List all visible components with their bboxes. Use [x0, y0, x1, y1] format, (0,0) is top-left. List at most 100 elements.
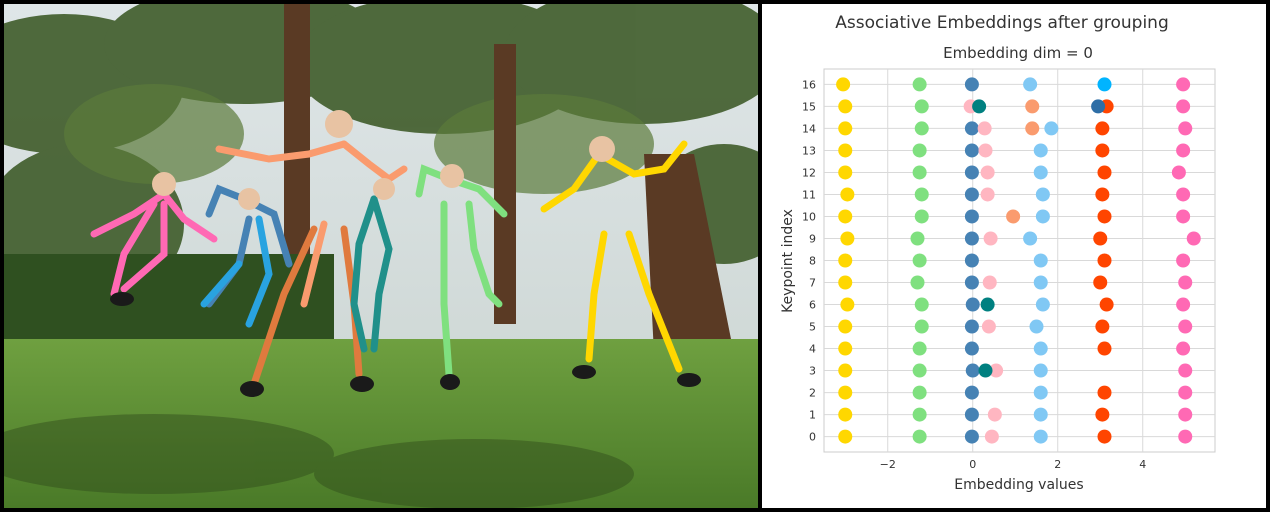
data-point — [964, 231, 979, 246]
data-point — [912, 143, 927, 158]
y-tick-label: 5 — [809, 321, 816, 334]
data-point — [1033, 165, 1048, 180]
data-point — [1093, 275, 1108, 290]
y-tick-label: 15 — [802, 100, 816, 113]
data-point — [1178, 275, 1193, 290]
x-tick-label: 4 — [1139, 458, 1146, 471]
x-axis-label: Embedding values — [954, 477, 1083, 493]
data-point — [1033, 407, 1048, 422]
data-point — [1097, 253, 1112, 268]
data-point — [1035, 297, 1050, 312]
data-point — [1097, 429, 1112, 444]
data-point — [965, 363, 980, 378]
data-point — [1033, 341, 1048, 356]
data-point — [984, 429, 999, 444]
data-point — [838, 143, 853, 158]
data-point — [1093, 231, 1108, 246]
data-point — [1176, 99, 1191, 114]
data-point — [1095, 143, 1110, 158]
data-point — [980, 187, 995, 202]
data-point — [840, 297, 855, 312]
y-tick-label: 3 — [809, 365, 816, 378]
data-point — [989, 363, 1004, 378]
data-point — [838, 385, 853, 400]
data-point — [838, 319, 853, 334]
data-point — [1178, 385, 1193, 400]
chart-title: Associative Embeddings after grouping — [835, 13, 1169, 33]
data-point — [964, 429, 979, 444]
data-point — [977, 121, 992, 136]
data-point — [987, 407, 1002, 422]
pose-estimation-photo — [4, 4, 758, 508]
data-point — [1025, 121, 1040, 136]
y-tick-label: 11 — [802, 188, 816, 201]
data-point — [1097, 165, 1112, 180]
data-point — [912, 341, 927, 356]
data-point — [965, 297, 980, 312]
data-point — [1033, 385, 1048, 400]
photo-illustration — [4, 4, 758, 508]
data-point — [836, 77, 851, 92]
data-point — [910, 275, 925, 290]
data-point — [972, 99, 987, 114]
y-tick-label: 12 — [802, 166, 816, 179]
data-point — [1095, 121, 1110, 136]
data-point — [964, 187, 979, 202]
data-point — [1097, 341, 1112, 356]
y-axis-label: Keypoint index — [780, 209, 796, 313]
data-point — [912, 385, 927, 400]
data-point — [1025, 99, 1040, 114]
data-point — [964, 319, 979, 334]
data-point — [1033, 429, 1048, 444]
data-point — [914, 319, 929, 334]
data-point — [914, 187, 929, 202]
data-point — [964, 341, 979, 356]
data-point — [983, 231, 998, 246]
data-point — [1091, 99, 1106, 114]
data-point — [912, 363, 927, 378]
data-point — [840, 187, 855, 202]
data-point — [1176, 187, 1191, 202]
data-point — [1035, 187, 1050, 202]
data-point — [914, 209, 929, 224]
data-point — [1186, 231, 1201, 246]
data-point — [1178, 319, 1193, 334]
data-point — [912, 407, 927, 422]
y-tick-label: 10 — [802, 210, 816, 223]
grid — [824, 69, 1215, 452]
embedding-chart-panel: Associative Embeddings after grouping Em… — [762, 4, 1266, 508]
y-tick-label: 7 — [809, 277, 816, 290]
data-point — [840, 231, 855, 246]
data-point — [1095, 187, 1110, 202]
data-point — [964, 407, 979, 422]
data-point — [1033, 275, 1048, 290]
data-point — [838, 429, 853, 444]
data-point — [1178, 121, 1193, 136]
data-point — [1097, 385, 1112, 400]
data-point — [964, 77, 979, 92]
data-point — [912, 429, 927, 444]
data-point — [838, 253, 853, 268]
data-point — [1044, 121, 1059, 136]
data-point — [838, 363, 853, 378]
data-point — [964, 209, 979, 224]
data-point — [1178, 363, 1193, 378]
y-tick-label: 2 — [809, 387, 816, 400]
data-point — [1033, 143, 1048, 158]
chart-subtitle: Embedding dim = 0 — [943, 44, 1093, 62]
data-point — [964, 165, 979, 180]
data-point — [1178, 407, 1193, 422]
data-point — [1095, 407, 1110, 422]
data-point — [1176, 143, 1191, 158]
data-point — [980, 297, 995, 312]
data-point — [838, 209, 853, 224]
data-point — [912, 77, 927, 92]
y-tick-label: 4 — [809, 343, 816, 356]
data-point — [964, 275, 979, 290]
data-point — [1178, 429, 1193, 444]
data-point — [838, 165, 853, 180]
data-point — [1176, 253, 1191, 268]
data-points — [836, 77, 1201, 444]
data-point — [1176, 341, 1191, 356]
